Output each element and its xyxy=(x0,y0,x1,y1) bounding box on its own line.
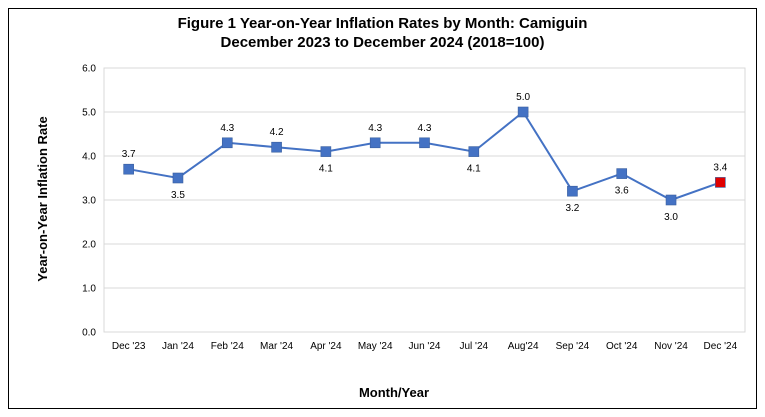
x-tick-label: Feb '24 xyxy=(211,341,244,352)
x-tick-label: Dec '23 xyxy=(112,341,146,352)
data-label: 3.7 xyxy=(122,149,136,160)
y-tick-label: 1.0 xyxy=(82,284,96,295)
data-label: 4.3 xyxy=(418,123,432,134)
data-point-marker xyxy=(468,146,480,157)
data-point-marker xyxy=(616,168,628,179)
x-tick-label: Aug'24 xyxy=(508,341,539,352)
y-tick-label: 6.0 xyxy=(82,64,96,75)
y-tick-label: 0.0 xyxy=(82,328,96,339)
data-point-marker xyxy=(172,172,184,184)
data-label: 3.5 xyxy=(171,190,185,201)
series-markers xyxy=(123,106,726,206)
data-label: 4.1 xyxy=(467,164,481,175)
x-tick-label: Nov '24 xyxy=(654,341,688,352)
data-label: 3.6 xyxy=(615,186,629,197)
data-label: 3.2 xyxy=(565,203,579,214)
data-point-marker xyxy=(419,137,430,149)
data-point-marker xyxy=(567,185,578,197)
y-axis-ticks: 0.0 1.0 2.0 3.0 4.0 5.0 6.0 xyxy=(82,64,96,339)
data-point-marker xyxy=(715,177,726,188)
x-tick-label: Jan '24 xyxy=(162,341,194,352)
chart-title-line1: Figure 1 Year-on-Year Inflation Rates by… xyxy=(177,15,588,32)
data-point-marker xyxy=(665,194,677,206)
data-label: 4.1 xyxy=(319,164,333,175)
x-tick-label: Jul '24 xyxy=(460,341,489,352)
data-label: 3.4 xyxy=(713,162,727,173)
data-point-marker xyxy=(123,163,134,175)
x-tick-label: Mar '24 xyxy=(260,341,293,352)
y-tick-label: 2.0 xyxy=(82,240,96,251)
data-label: 5.0 xyxy=(516,92,530,103)
x-axis-title: Month/Year xyxy=(359,385,429,400)
data-point-marker xyxy=(369,137,381,149)
x-tick-label: Oct '24 xyxy=(606,341,638,352)
data-point-marker xyxy=(320,146,332,157)
chart-title: Figure 1 Year-on-Year Inflation Rates by… xyxy=(0,14,765,52)
x-tick-label: Apr '24 xyxy=(310,341,342,352)
y-axis-title: Year-on-Year Inflation Rate xyxy=(35,116,50,281)
chart-title-line2: December 2023 to December 2024 (2018=100… xyxy=(220,34,545,51)
data-label: 4.3 xyxy=(368,123,382,134)
x-tick-label: May '24 xyxy=(358,341,393,352)
x-tick-label: Jun '24 xyxy=(409,341,441,352)
data-label: 4.3 xyxy=(220,123,234,134)
data-point-marker xyxy=(271,141,282,153)
gridlines xyxy=(104,67,745,333)
x-tick-label: Dec '24 xyxy=(704,341,738,352)
x-axis-ticks: Dec '23 Jan '24 Feb '24 Mar '24 Apr '24 May '… xyxy=(112,341,738,352)
y-tick-label: 5.0 xyxy=(82,108,96,119)
data-labels: 3.7 3.5 4.3 4.2 4.1 4.3 4.3 4.1 5.0 3.2 3.6 3.0 3.4 xyxy=(122,92,728,223)
x-tick-label: Sep '24 xyxy=(556,341,590,352)
y-tick-label: 3.0 xyxy=(82,196,96,207)
data-label: 3.0 xyxy=(664,212,678,223)
data-label: 4.2 xyxy=(270,127,284,138)
data-point-marker xyxy=(221,137,233,149)
y-tick-label: 4.0 xyxy=(82,152,96,163)
data-point-marker xyxy=(517,106,529,118)
